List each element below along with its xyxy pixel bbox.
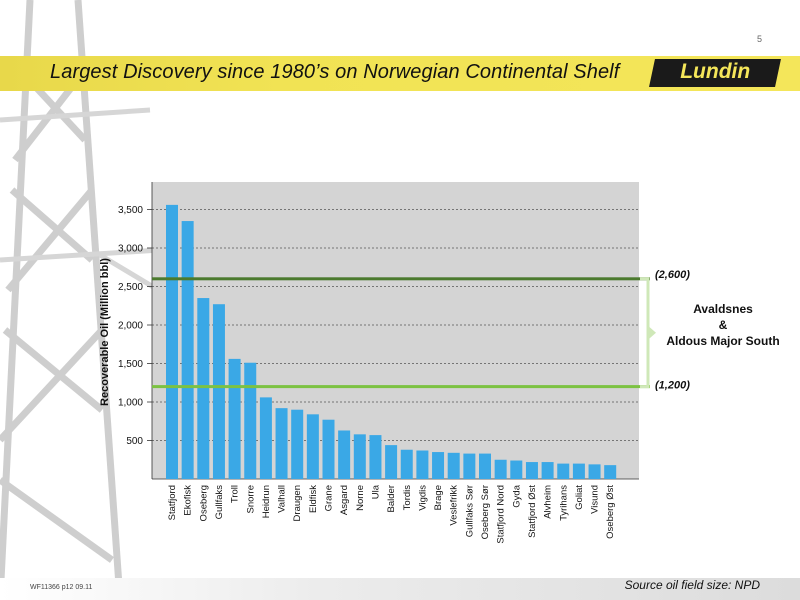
bar [369, 435, 382, 479]
x-tick-label: Statfjord Nord [496, 485, 507, 544]
footer-code: WF11366 p12 09.11 [30, 584, 93, 591]
bar [353, 434, 366, 479]
annotation-box: Avaldsnes & Aldous Major South [666, 302, 779, 348]
bar [291, 409, 304, 479]
x-tick-label: Tordis [402, 485, 413, 511]
bar [541, 462, 554, 479]
x-tick-label: Asgard [339, 485, 350, 515]
bar [525, 462, 538, 479]
x-tick-label: Visund [590, 485, 601, 514]
upper-reference-label: (2,600) [655, 269, 690, 281]
x-tick-label: Gyda [511, 484, 522, 507]
bar [510, 460, 523, 479]
y-tick-label: 2,500 [118, 282, 143, 293]
y-tick-label: 3,000 [118, 244, 143, 255]
plot-area [152, 182, 639, 479]
bar [259, 397, 272, 479]
x-tick-label: Gullfaks [214, 485, 225, 520]
title-banner: Largest Discovery since 1980’s on Norweg… [0, 56, 800, 91]
bar [385, 445, 398, 479]
y-tick-label: 2,000 [118, 321, 143, 332]
reference-lines: (2,600) (1,200) [152, 269, 690, 392]
x-tick-label: Troll [230, 485, 241, 503]
x-tick-label: Vigdis [417, 485, 428, 511]
bar [338, 430, 351, 479]
x-tick-label: Snorre [245, 485, 256, 514]
y-tick-label: 500 [126, 436, 143, 447]
x-tick-label: Oseberg Sør [480, 485, 491, 539]
source-note: Source oil field size: NPD [624, 578, 760, 592]
bar [463, 453, 476, 479]
page-title: Largest Discovery since 1980’s on Norweg… [50, 61, 620, 83]
x-tick-label: Veslefrikk [449, 485, 460, 526]
bar [432, 452, 445, 479]
bar [604, 465, 617, 479]
bar [494, 459, 507, 479]
x-tick-label: Oseberg Øst [605, 485, 616, 539]
bar [244, 362, 257, 479]
bar [306, 414, 319, 479]
y-tick-label: 3,500 [118, 205, 143, 216]
y-tick-label: 1,000 [118, 398, 143, 409]
x-tick-label: Gullfaks Sør [464, 485, 475, 537]
bar [416, 450, 429, 479]
range-pointer [648, 325, 656, 340]
page-number: 5 [756, 34, 762, 44]
x-axis-labels: Statfjord Ekofisk Oseberg Gullfaks Troll Snor… [167, 484, 616, 543]
range-bracket [640, 277, 650, 389]
bar [166, 204, 178, 479]
bar [400, 449, 413, 479]
y-tick-label: 1,500 [118, 359, 143, 370]
bar [479, 453, 491, 479]
x-tick-label: Grane [324, 485, 335, 511]
x-tick-label: Ula [370, 484, 381, 499]
bar [557, 463, 570, 479]
bar [322, 419, 335, 479]
x-tick-label: Statfjord [167, 485, 178, 520]
x-tick-label: Valhall [277, 485, 288, 513]
bars [166, 204, 617, 480]
x-tick-label: Statfjord Øst [527, 485, 538, 538]
footer-band [0, 578, 800, 600]
x-tick-label: Alvheim [543, 485, 554, 519]
upper-reference-line [152, 277, 650, 281]
bar [212, 304, 225, 479]
x-tick-label: Heidrun [261, 485, 272, 518]
annotation-line-3: Aldous Major South [666, 334, 779, 348]
x-tick-label: Oseberg [198, 485, 209, 521]
bar [588, 464, 601, 479]
bar [275, 408, 288, 479]
bar [181, 221, 194, 480]
bar [228, 358, 241, 479]
lower-reference-label: (1,200) [655, 380, 690, 392]
bar [197, 298, 210, 479]
x-tick-label: Balder [386, 485, 397, 512]
x-tick-label: Draugen [292, 485, 303, 521]
oil-rig-silhouette [0, 0, 177, 600]
x-tick-label: Eldfisk [308, 485, 319, 513]
x-tick-label: Ekofisk [183, 485, 194, 516]
x-tick-label: Brage [433, 485, 444, 510]
x-tick-label: Goliat [574, 485, 585, 510]
lower-reference-line [152, 385, 650, 389]
annotation-line-1: Avaldsnes [693, 302, 753, 316]
x-tick-label: Tyrihans [558, 485, 569, 521]
x-tick-label: Norne [355, 485, 366, 511]
bar [447, 452, 460, 479]
y-axis-title: Recoverable Oil (Million bbl) [99, 258, 111, 406]
bar [572, 463, 585, 479]
annotation-line-2: & [719, 318, 728, 332]
